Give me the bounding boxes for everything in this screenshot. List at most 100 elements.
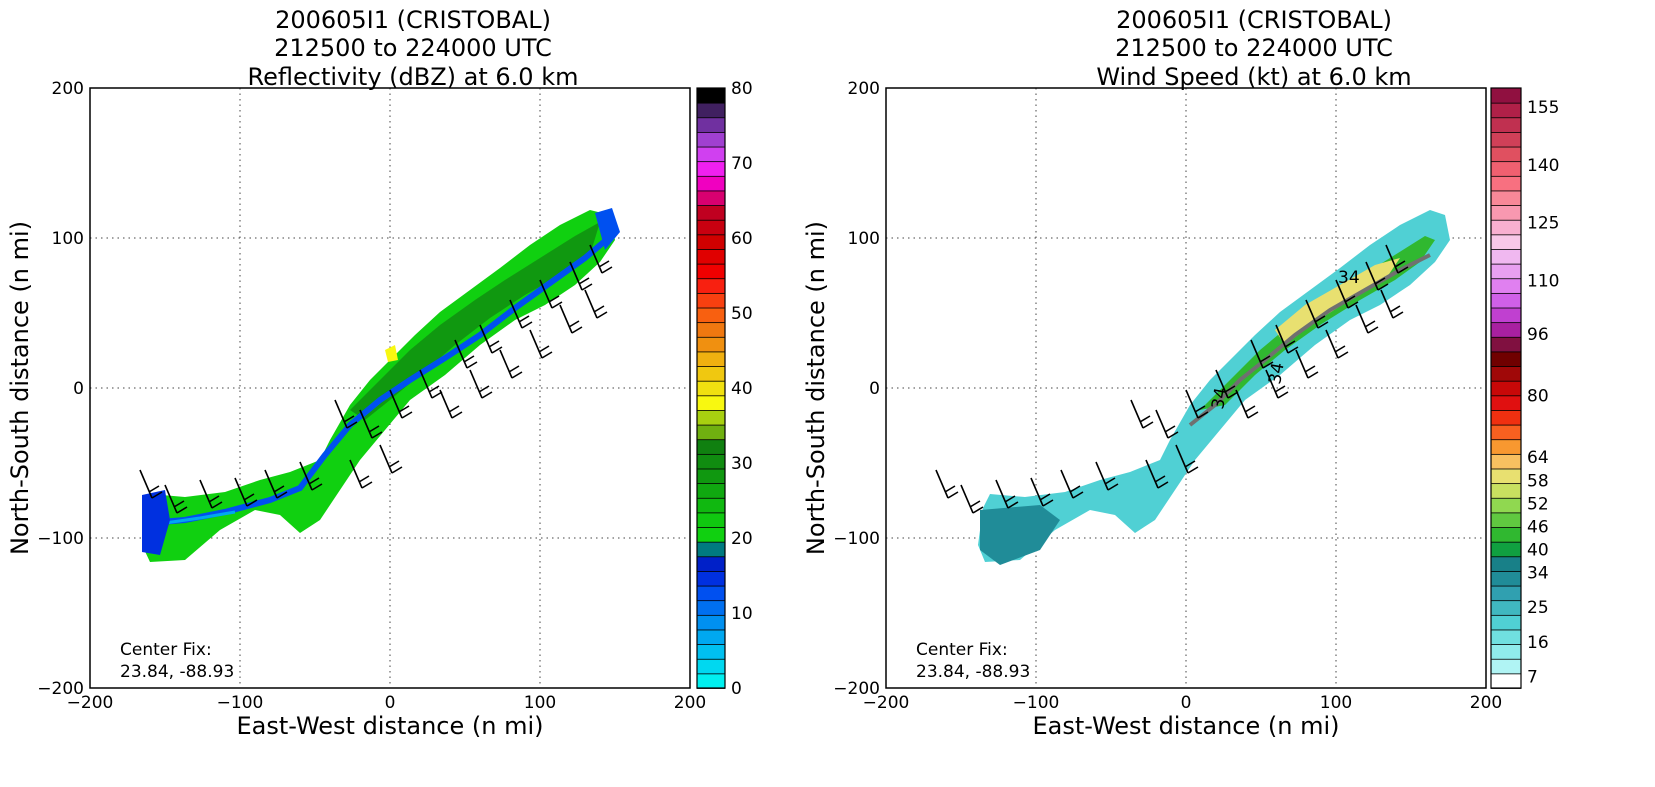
reflectivity-barb-staff: [419, 369, 433, 399]
wind-speed-colorbar-swatch: [1490, 599, 1522, 616]
reflectivity-barb-flag: [358, 475, 370, 483]
reflectivity-barb-flag: [578, 277, 590, 285]
reflectivity-colorbar-swatch: [696, 175, 726, 192]
wind-speed-barb-staff: [1145, 459, 1159, 489]
wind-speed-barb-flag: [1284, 340, 1296, 348]
reflectivity-colorbar-frame: [696, 87, 726, 689]
reflectivity-barb-flag: [598, 260, 610, 268]
wind-speed-wind-barb: [1325, 329, 1349, 359]
reflectivity-barb-flag: [368, 425, 380, 433]
reflectivity-barb-flag: [431, 391, 443, 399]
wind-speed-colorbar-swatch: [1490, 292, 1522, 309]
reflectivity-wind-barb: [439, 389, 463, 419]
wind-speed-wind-barb: [1130, 399, 1154, 429]
wind-speed-barb-flag: [1107, 483, 1119, 491]
reflectivity-barb-staff: [569, 261, 583, 291]
wind-speed-barb-flag: [1304, 365, 1316, 373]
wind-speed-barb-flag: [1104, 477, 1116, 485]
reflectivity-barb-flag: [593, 305, 605, 313]
reflectivity-barb-flag: [371, 431, 383, 439]
wind-speed-barb-staff: [1175, 444, 1189, 474]
wind-speed-center-fix-label: Center Fix:: [916, 640, 1008, 660]
wind-speed-colorbar-swatch: [1490, 146, 1522, 163]
reflectivity-barb-staff: [199, 479, 213, 509]
reflectivity-colorbar-swatch: [696, 555, 726, 572]
wind-speed-wind-barb: [1060, 469, 1084, 499]
left-title-line1: 200605I1 (CRISTOBAL): [275, 6, 551, 34]
wind-speed-barb-staff: [1030, 477, 1044, 507]
wind-speed-wind-barb: [1250, 339, 1274, 369]
reflectivity-wind-barb: [589, 244, 613, 274]
wind-speed-center-fix-value: 23.84, -88.93: [916, 662, 1030, 682]
wind-speed-colorbar-tick-label: 125: [1527, 214, 1559, 234]
wind-speed-wind-barb: [1305, 299, 1329, 329]
wind-speed-wind-barb: [1185, 389, 1209, 419]
reflectivity-colorbar-swatch: [696, 394, 726, 411]
reflectivity-colorbar-swatch: [696, 146, 726, 163]
wind-speed-wind-barb: [1175, 444, 1199, 474]
wind-speed-barb-staff: [1355, 304, 1369, 334]
wind-speed-barb-staff: [1060, 469, 1074, 499]
left-title-line2: 212500 to 224000 UTC: [274, 34, 552, 62]
reflectivity-barb-staff: [334, 399, 348, 429]
wind-speed-barb-flag: [944, 485, 956, 493]
wind-speed-wind-barb: [1235, 389, 1259, 419]
reflectivity-y-axis-label: North-South distance (n mi): [6, 221, 34, 555]
wind-speed-y-tick-label: 200: [848, 79, 880, 99]
reflectivity-barb-flag: [428, 385, 440, 393]
wind-speed-colorbar-swatch: [1490, 336, 1522, 353]
reflectivity-colorbar-swatch: [696, 482, 726, 499]
reflectivity-colorbar-swatch: [696, 233, 726, 250]
reflectivity-x-tick-label: 0: [385, 693, 396, 713]
reflectivity-colorbar-swatch: [696, 263, 726, 280]
reflectivity-barb-flag: [551, 301, 563, 309]
wind-speed-barb-flag: [1274, 385, 1286, 393]
reflectivity-colorbar-swatch: [696, 658, 726, 675]
reflectivity-wind-barb: [264, 469, 288, 499]
reflectivity-wind-barb: [499, 349, 523, 379]
wind-speed-barb-flag: [1184, 460, 1196, 468]
reflectivity-barb-staff: [264, 469, 278, 499]
wind-speed-wind-barb: [1095, 461, 1119, 491]
wind-speed-barb-flag: [1157, 481, 1169, 489]
wind-swath-teal: [980, 505, 1060, 565]
wind-speed-barb-flag: [1259, 355, 1271, 363]
wind-speed-y-tick-label: −100: [833, 529, 880, 549]
wind-speed-wind-barb: [1355, 304, 1379, 334]
wind-speed-y-tick-label: 0: [869, 379, 880, 399]
wind-speed-colorbar-tick-label: 40: [1527, 541, 1549, 561]
reflectivity-blue-cell-right: [595, 208, 620, 250]
wind-speed-colorbar-tick-label: 34: [1527, 564, 1549, 584]
reflectivity-colorbar-swatch: [696, 511, 726, 528]
wind-speed-colorbar-swatch: [1490, 424, 1522, 441]
wind-speed-barb-flag: [1142, 421, 1154, 429]
reflectivity-colorbar-tick-label: 10: [731, 604, 753, 624]
reflectivity-wind-barb: [379, 444, 403, 474]
reflectivity-barb-flag: [401, 411, 413, 419]
reflectivity-barb-flag: [208, 495, 220, 503]
wind-speed-barb-flag: [1377, 283, 1389, 291]
reflectivity-colorbar-swatch: [696, 672, 726, 689]
reflectivity-wind-barb: [539, 279, 563, 309]
wind-speed-barb-flag: [1042, 499, 1054, 507]
wind-speed-colorbar-tick-label: 64: [1527, 448, 1549, 468]
wind-speed-colorbar-swatch: [1490, 614, 1522, 631]
reflectivity-colorbar-swatch: [696, 629, 726, 645]
wind-speed-colorbar-swatch: [1490, 248, 1522, 265]
wind-speed-colorbar-swatch: [1490, 219, 1522, 236]
reflectivity-colorbar-swatch: [696, 497, 726, 514]
wind-speed-barb-flag: [1344, 295, 1356, 303]
reflectivity-colorbar-swatch: [696, 351, 726, 367]
wind-speed-barb-flag: [1397, 266, 1409, 274]
reflectivity-barb-flag: [538, 345, 550, 353]
wind-speed-x-tick-label: 100: [1320, 693, 1352, 713]
reflectivity-y-tick-label: 0: [73, 379, 84, 399]
wind-speed-colorbar-tick-label: 140: [1527, 156, 1559, 176]
reflectivity-colorbar-swatch: [696, 570, 726, 587]
reflectivity-colorbar-swatch: [696, 614, 726, 631]
wind-speed-barb-flag: [1072, 491, 1084, 499]
reflectivity-barb-flag: [463, 355, 475, 363]
reflectivity-barb-staff: [389, 389, 403, 419]
reflectivity-wind-barb: [199, 479, 223, 509]
wind-speed-barb-staff: [1130, 399, 1144, 429]
